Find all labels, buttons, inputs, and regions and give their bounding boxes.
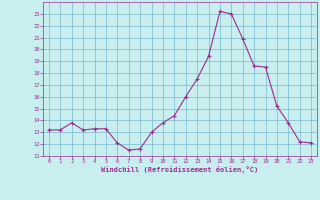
X-axis label: Windchill (Refroidissement éolien,°C): Windchill (Refroidissement éolien,°C) [101, 166, 259, 173]
